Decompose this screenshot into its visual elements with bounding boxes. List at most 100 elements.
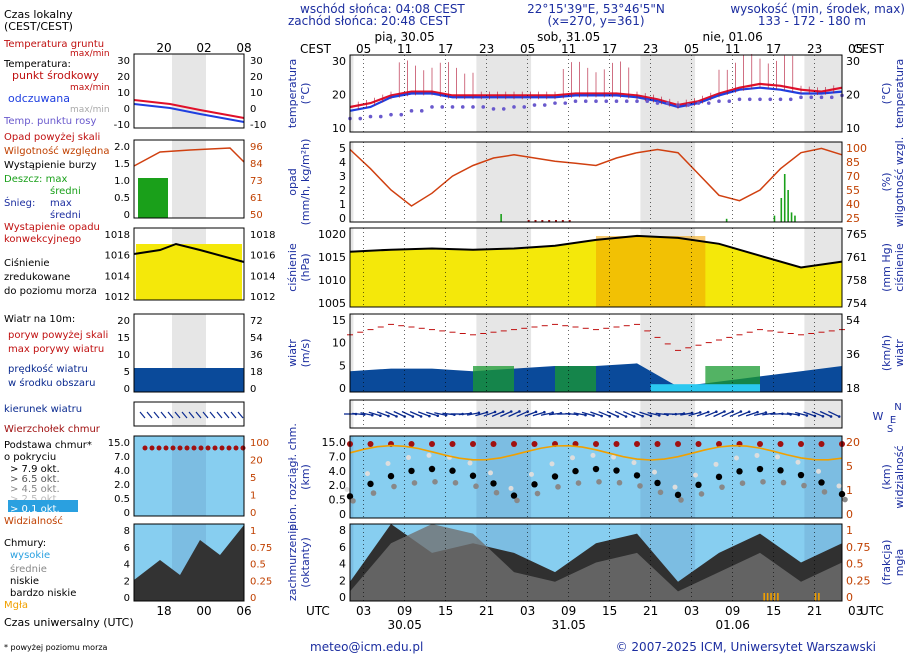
top-tz-right: CEST: [853, 42, 885, 56]
legend-label: zredukowane: [4, 272, 70, 283]
legend-tick-left: 1.5: [114, 159, 130, 170]
legend-panel-border: [133, 435, 245, 517]
axis-title-left: opad: [286, 168, 299, 195]
compass-n: N: [894, 402, 901, 413]
cloud-base-dot: [596, 479, 602, 485]
dew-point: [829, 95, 834, 100]
top-tz: CEST: [300, 42, 332, 56]
compass-w: W: [873, 410, 884, 423]
cloud-base-dot: [385, 460, 391, 466]
y-tick-left: 0: [339, 382, 346, 395]
wind-arrow: [623, 410, 635, 418]
wind-arrow-head: [657, 414, 661, 417]
top-hour-label: 17: [766, 42, 781, 56]
precip-bar: [794, 215, 796, 222]
axis-title-right: (frakcja): [880, 540, 893, 586]
legend-tick-left: 0: [124, 210, 130, 221]
precip-bar: [780, 198, 783, 222]
y-tick-left: 7.0: [329, 450, 347, 463]
wind-arrow: [671, 412, 685, 416]
dew-point: [594, 99, 598, 103]
wind-arrow: [491, 411, 504, 417]
legend-label: Temperatura:: [3, 59, 71, 70]
bottom-date-label: 30.05: [387, 618, 421, 632]
y-tick-right: 36: [846, 348, 860, 361]
cloud-base-dot: [572, 467, 579, 475]
wind-arrow-head: [739, 410, 743, 413]
legend-wind-arrow: [209, 411, 216, 419]
legend-tick-left: 2.0: [114, 480, 130, 491]
sunset-label: zachód słońca: 20:48 CEST: [288, 14, 451, 28]
footer-email[interactable]: meteo@icm.edu.pl: [310, 640, 423, 654]
legend-wind-arrow: [139, 411, 146, 419]
y-tick-right: 0: [846, 508, 853, 521]
legend-tick-left: 1.0: [114, 176, 130, 187]
dew-point: [563, 101, 568, 105]
legend-label: punkt środkowy: [12, 69, 100, 82]
legend-tick-right: 61: [250, 193, 263, 204]
axis-title-left: wiatr: [286, 339, 299, 367]
legend-tick-left: 0: [124, 508, 130, 519]
legend-label: wysokie: [10, 550, 50, 561]
wind-arrow: [647, 412, 660, 416]
wind-arrow: [795, 411, 807, 417]
legend-tick-left: 8: [124, 526, 130, 537]
wind-arrow: [614, 410, 627, 418]
wind-arrow: [721, 410, 733, 418]
legend-utc-tick: 18: [156, 604, 171, 618]
dew-point: [553, 101, 557, 105]
legend-cloud-top: [226, 445, 232, 451]
legend-tick-right: 1016: [250, 251, 275, 262]
axis-title-left: (hPa): [299, 253, 312, 281]
cloud-base-dot: [760, 479, 766, 485]
y-tick-left: 3: [339, 170, 346, 183]
legend-label: średni: [50, 185, 81, 197]
dew-point: [471, 105, 475, 109]
fog-bar: [770, 593, 772, 601]
night-band: [350, 524, 354, 601]
cloud-base-dot: [693, 472, 698, 478]
wind-arrow: [631, 411, 643, 417]
wind-arrow-head: [797, 413, 801, 417]
wind-arrow: [819, 410, 832, 418]
wind-arrow-head: [518, 410, 521, 413]
axis-title-left: (°C): [299, 83, 312, 105]
cloud-top-dot: [470, 441, 476, 447]
panel-border: [349, 399, 843, 429]
wind-arrow-head: [370, 413, 374, 417]
cloud-base-dot: [657, 489, 664, 496]
precip-marker: [541, 220, 544, 222]
top-hour-label: 23: [807, 42, 822, 56]
wind-arrow-head: [764, 411, 768, 414]
dew-point: [768, 97, 773, 102]
y-tick-left: 0: [339, 591, 346, 604]
dew-point: [635, 99, 639, 103]
wind-arrow: [532, 411, 545, 417]
axis-title-left: (km): [299, 464, 312, 490]
dew-point: [645, 99, 650, 103]
dew-point: [399, 112, 404, 117]
legend-tick-right: 1014: [250, 271, 275, 282]
cloud-top-dot: [757, 441, 763, 447]
axis-title-right: (mm Hg): [880, 243, 893, 292]
dew-point: [358, 116, 363, 121]
legend-label: Temp. punktu rosy: [3, 116, 96, 127]
cloud-base-dot: [818, 479, 825, 486]
wind-arrow: [598, 411, 610, 417]
wind-arrow-head: [723, 410, 726, 413]
y-tick-right: 30: [846, 55, 860, 68]
legend-tick-right: 5: [250, 473, 256, 484]
legend-cloud-top: [149, 445, 155, 451]
fog-bar: [773, 593, 776, 601]
legend-tick-left: 20: [117, 72, 130, 83]
wind-arrow: [565, 412, 578, 416]
y-tick-right: 5: [846, 460, 853, 473]
legend-tick-left: 1016: [105, 251, 130, 262]
legend-okt-label: > 4.5 okt.: [10, 484, 60, 495]
legend-panel-border: [133, 523, 245, 602]
legend-tick-left: 0: [124, 104, 130, 115]
legend-temp-line: [133, 99, 245, 119]
y-tick-left: 15: [332, 314, 346, 327]
legend-tick-left: 1018: [105, 230, 130, 241]
y-tick-left: 5: [339, 359, 346, 372]
